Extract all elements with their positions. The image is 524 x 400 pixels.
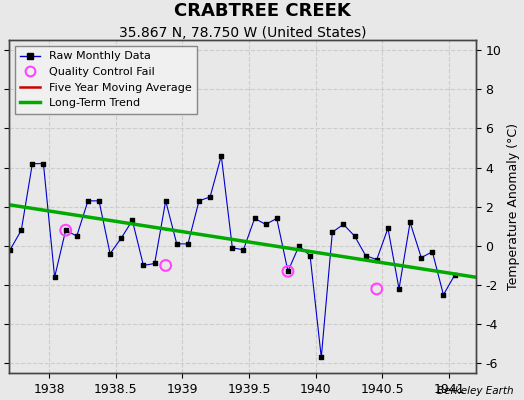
Point [261, 221, 270, 228]
Point [417, 254, 425, 261]
Point [451, 272, 459, 278]
Point [28, 160, 37, 167]
Point [306, 252, 314, 259]
Point [95, 198, 103, 204]
Point [6, 246, 14, 253]
Point [250, 215, 259, 222]
Point [428, 248, 436, 255]
Point [395, 286, 403, 292]
Point [228, 245, 236, 251]
Point [351, 233, 359, 239]
Point [272, 215, 281, 222]
Point [406, 219, 414, 226]
Point [184, 241, 192, 247]
Point [284, 268, 292, 274]
Point [317, 354, 325, 361]
Point [339, 221, 347, 228]
Title: 35.867 N, 78.750 W (United States): 35.867 N, 78.750 W (United States) [118, 26, 366, 40]
Y-axis label: Temperature Anomaly (°C): Temperature Anomaly (°C) [507, 123, 520, 290]
Point [84, 198, 92, 204]
Point [284, 268, 292, 274]
Point [128, 217, 137, 224]
Point [139, 262, 148, 269]
Point [373, 256, 381, 263]
Point [39, 160, 48, 167]
Point [362, 252, 370, 259]
Point [239, 246, 248, 253]
Point [384, 225, 392, 232]
Point [17, 227, 26, 234]
Legend: Raw Monthly Data, Quality Control Fail, Five Year Moving Average, Long-Term Tren: Raw Monthly Data, Quality Control Fail, … [15, 46, 198, 114]
Point [161, 198, 170, 204]
Point [61, 227, 70, 234]
Point [206, 194, 214, 200]
Point [150, 260, 159, 267]
Text: CRABTREE CREEK: CRABTREE CREEK [173, 2, 351, 20]
Point [439, 292, 447, 298]
Point [328, 229, 336, 235]
Point [50, 274, 59, 280]
Point [373, 286, 381, 292]
Point [295, 243, 303, 249]
Point [106, 250, 114, 257]
Point [161, 262, 170, 269]
Point [117, 235, 125, 241]
Point [72, 233, 81, 239]
Point [61, 227, 70, 234]
Point [172, 241, 181, 247]
Point [195, 198, 203, 204]
Text: Berkeley Earth: Berkeley Earth [437, 386, 514, 396]
Point [217, 153, 225, 159]
